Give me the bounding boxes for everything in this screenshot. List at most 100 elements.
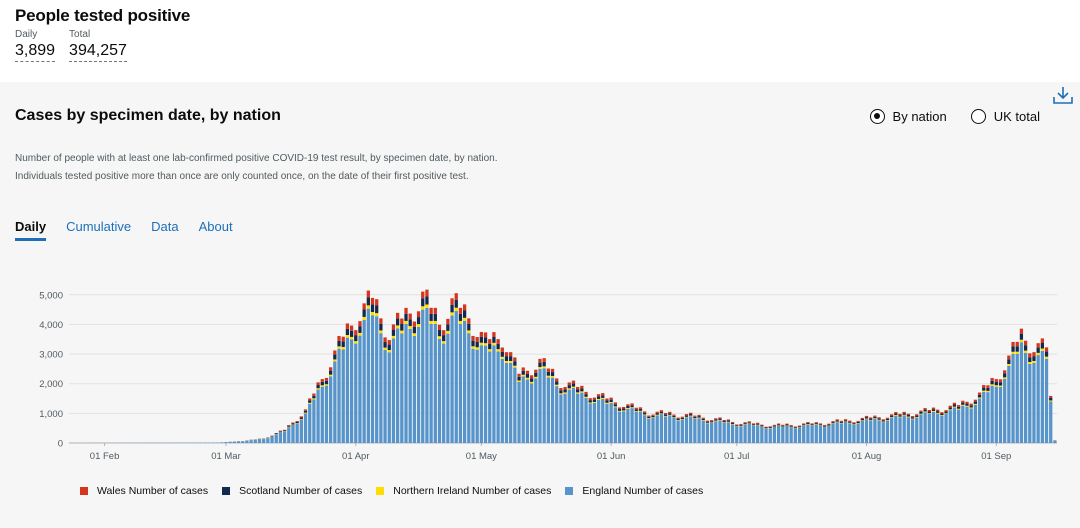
bar-northern-137 [643, 414, 647, 416]
bar-england-177 [810, 425, 814, 443]
bar-scotland-179 [818, 424, 823, 426]
bar-scotland-148 [689, 414, 693, 416]
x-tick-label-1: 01 Mar [211, 451, 241, 462]
bar-scotland-97 [475, 341, 479, 348]
bar-england-99 [483, 345, 488, 443]
bar-wales-109 [525, 370, 530, 374]
bar-wales-129 [609, 397, 613, 400]
bar-northern-209 [944, 413, 948, 415]
bar-scotland-132 [622, 408, 626, 411]
bar-northern-212 [956, 408, 961, 410]
bar-england-71 [366, 308, 370, 443]
bar-england-235 [1053, 440, 1057, 443]
bar-wales-187 [852, 422, 856, 424]
metric-daily[interactable]: Daily 3,899 [15, 29, 56, 62]
bar-wales-152 [705, 420, 710, 422]
download-icon[interactable] [1052, 84, 1074, 106]
bar-wales-184 [839, 420, 844, 422]
bar-wales-162 [747, 421, 751, 423]
bar-england-216 [973, 404, 977, 443]
bar-northern-190 [864, 418, 869, 420]
bar-england-185 [843, 422, 848, 443]
radio-unselected-icon[interactable] [970, 109, 986, 124]
bar-scotland-167 [768, 427, 772, 428]
legend-item-scotland[interactable]: Scotland Number of cases [222, 485, 362, 497]
bar-northern-142 [663, 415, 668, 417]
y-tick-label-1: 1,000 [39, 409, 63, 420]
bar-scotland-123 [584, 394, 588, 397]
bar-northern-127 [601, 397, 605, 400]
bar-northern-107 [517, 380, 521, 382]
bar-scotland-163 [751, 424, 756, 426]
bar-england-196 [890, 417, 894, 443]
bar-wales-126 [596, 394, 601, 397]
bar-wales-199 [902, 411, 906, 414]
bar-northern-102 [496, 349, 500, 352]
radio-selected-icon[interactable] [869, 109, 885, 124]
bar-scotland-205 [927, 411, 931, 414]
y-tick-label-3: 3,000 [39, 350, 63, 361]
radio-uk-total[interactable]: UK total [970, 109, 1040, 124]
bar-northern-231 [1036, 352, 1040, 356]
bar-scotland-78 [396, 318, 400, 326]
metric-daily-value[interactable]: 3,899 [15, 41, 56, 62]
bar-wales-118 [563, 386, 567, 390]
bar-wales-101 [492, 332, 496, 337]
bar-wales-141 [659, 410, 664, 412]
bar-england-61 [324, 385, 329, 443]
bar-scotland-71 [366, 297, 370, 306]
tab-daily[interactable]: Daily [15, 219, 47, 241]
bar-wales-183 [835, 419, 839, 421]
bar-england-119 [567, 389, 571, 443]
bar-wales-67 [349, 325, 354, 331]
bar-northern-101 [492, 342, 496, 346]
bar-scotland-124 [588, 400, 592, 403]
x-tick-label-2: 01 Apr [342, 451, 369, 462]
tab-cumulative[interactable]: Cumulative [66, 219, 132, 234]
bar-england-116 [555, 386, 559, 443]
bar-northern-198 [898, 416, 902, 418]
bar-wales-114 [546, 368, 550, 372]
legend-item-wales[interactable]: Wales Number of cases [80, 485, 208, 497]
bar-wales-224 [1007, 355, 1011, 360]
bar-scotland-223 [1003, 373, 1007, 378]
legend-label-wales: Wales Number of cases [97, 485, 209, 497]
bar-england-144 [672, 417, 676, 443]
bar-northern-63 [333, 359, 337, 362]
bar-england-158 [730, 424, 735, 443]
bar-england-113 [542, 368, 546, 443]
bar-england-95 [467, 333, 471, 443]
bar-england-161 [743, 424, 747, 443]
bar-scotland-174 [797, 426, 802, 428]
bar-wales-72 [370, 297, 375, 305]
bar-northern-86 [429, 320, 433, 324]
bar-england-120 [571, 388, 576, 443]
bar-scotland-146 [680, 417, 684, 420]
bar-scotland-69 [358, 326, 362, 333]
metric-total-value[interactable]: 394,257 [69, 41, 127, 62]
bar-wales-144 [672, 414, 676, 416]
legend-item-england[interactable]: England Number of cases [565, 485, 703, 497]
bar-northern-56 [303, 412, 308, 414]
bar-scotland-138 [647, 416, 651, 419]
radio-by-nation[interactable]: By nation [869, 109, 947, 124]
tab-about[interactable]: About [198, 219, 233, 234]
bar-england-182 [831, 423, 835, 443]
bar-wales-105 [509, 352, 513, 357]
bar-wales-204 [923, 408, 927, 410]
legend-item-northern-ireland[interactable]: Northern Ireland Number of cases [376, 485, 551, 497]
bar-northern-103 [500, 356, 504, 359]
bar-wales-193 [877, 417, 881, 419]
bar-scotland-172 [789, 425, 793, 427]
bar-scotland-49 [274, 433, 278, 435]
bar-scotland-55 [299, 417, 303, 419]
tab-data[interactable]: Data [151, 219, 179, 234]
bar-wales-85 [425, 289, 429, 297]
bar-northern-192 [873, 418, 877, 419]
bar-wales-196 [890, 414, 894, 416]
bar-northern-66 [345, 335, 350, 338]
bar-england-165 [760, 426, 764, 443]
metric-total[interactable]: Total 394,257 [69, 29, 127, 62]
bar-northern-138 [647, 418, 651, 419]
bar-england-176 [806, 424, 810, 443]
